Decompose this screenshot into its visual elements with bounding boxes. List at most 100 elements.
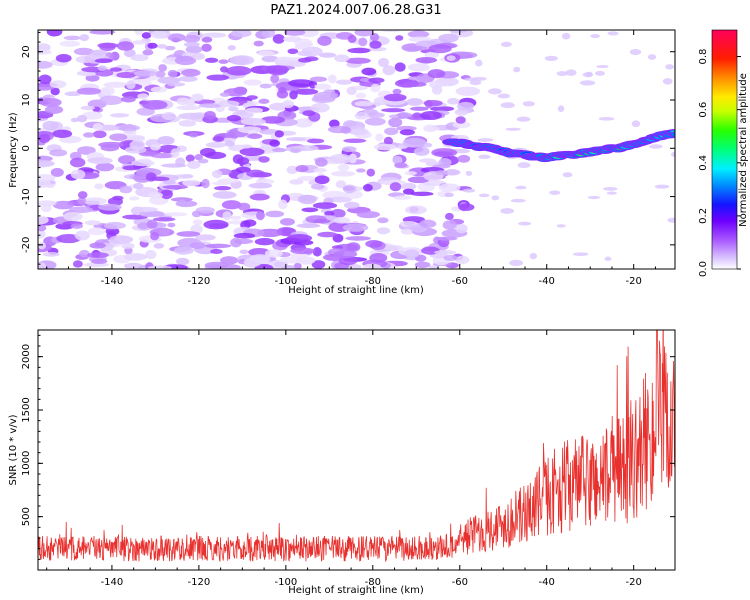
spectrogram-noise-cell [174, 55, 197, 66]
spectrogram-noise-cell [517, 221, 532, 226]
spectrogram-noise-cell [407, 63, 430, 72]
spectrogram-noise-cell [122, 214, 148, 220]
spectrogram-noise-cell [587, 195, 601, 200]
spectrogram-noise-cell [329, 92, 339, 99]
spectrogram-noise-cell [95, 162, 115, 172]
spectrogram-noise-cell [383, 93, 407, 102]
spectrogram-noise-cell [167, 222, 176, 228]
spectrogram-noise-cell [195, 234, 216, 241]
x-tick-label: -80 [365, 276, 381, 287]
spectrogram-noise-cell [290, 247, 316, 255]
spectrogram-noise-cell [265, 210, 285, 218]
spectrogram-noise-cell [458, 203, 475, 211]
spectrogram-noise-cell [333, 217, 351, 224]
spectrogram-noise-cell [317, 231, 338, 238]
spectrogram-noise-cell [429, 106, 455, 112]
spectrogram-noise-cell [98, 203, 122, 211]
spectrogram-noise-cell [176, 145, 187, 153]
spectrogram-noise-cell [522, 101, 535, 107]
spectrogram-noise-cell [443, 254, 458, 262]
spectrogram-noise-cell [464, 77, 477, 82]
spectrogram-noise-cell [70, 117, 79, 123]
spectrogram-noise-cell [157, 76, 181, 84]
spectrogram-noise-cell [222, 211, 232, 221]
spectrogram-noise-cell [147, 192, 164, 199]
spectrogram-noise-cell [378, 57, 389, 68]
spectrogram-noise-cell [314, 83, 332, 90]
spectrogram-noise-cell [447, 97, 460, 105]
spectrogram-noise-cell [303, 56, 319, 62]
spectrogram-noise-cell [343, 138, 367, 144]
x-tick-label: -100 [274, 577, 297, 588]
spectrogram-noise-cell [134, 30, 144, 36]
spectrogram-noise-cell [243, 219, 257, 227]
x-tick-label: -80 [365, 577, 381, 588]
spectrogram-noise-cell [119, 185, 133, 194]
spectrogram-noise-cell [444, 192, 454, 198]
spectrogram-noise-cell [347, 47, 371, 54]
spectrogram-noise-cell [384, 127, 399, 136]
spectrogram-noise-cell [358, 37, 368, 47]
spectrogram-noise-cell [130, 54, 149, 62]
spectrogram-noise-cell [212, 136, 225, 142]
spectrogram-noise-cell [180, 174, 194, 179]
spectrogram-noise-cell [264, 249, 283, 258]
spectrogram-noise-cell [38, 229, 46, 239]
spectrogram-noise-cell [189, 241, 206, 250]
spectrogram-noise-cell [87, 227, 106, 236]
spectrogram-noise-cell [201, 43, 212, 52]
spectrogram-noise-cell [38, 133, 51, 144]
spectrogram-noise-cell [132, 206, 158, 213]
spectrogram-noise-cell [52, 129, 73, 138]
spectrogram-noise-cell [407, 76, 426, 81]
spectrogram-noise-cell [449, 30, 468, 34]
spectrogram-noise-cell [64, 91, 82, 97]
spectrogram-noise-cell [191, 93, 204, 102]
spectrogram-noise-cell [404, 249, 420, 259]
colorbar-tick-label: 0.8 [698, 49, 709, 65]
spectrogram-noise-cell [185, 45, 203, 54]
colorbar: 0.0 0.2 0.4 0.6 0.8 Normalized spectral ampl… [698, 29, 749, 277]
spectrogram-noise-cell [74, 230, 90, 241]
snr-y-axis: 500 1000 1500 2000 [21, 334, 675, 571]
spectrogram-noise-cell [239, 249, 249, 254]
spectrogram-noise-cell [345, 236, 372, 241]
spectrogram-noise-cell [136, 107, 156, 116]
spectrogram-noise-cell [312, 202, 338, 209]
spectrogram-noise-cell [85, 74, 100, 82]
spectrogram-noise-cell [194, 153, 203, 161]
spectrogram-noise-cell [55, 54, 72, 63]
y-tick-label: -10 [21, 188, 32, 204]
spectrogram-noise-cell [133, 182, 144, 190]
spectrogram-noise-cell [246, 169, 265, 178]
spectrogram-noise-cell [38, 49, 52, 55]
spectrogram-noise-cell [595, 70, 605, 76]
spectrogram-noise-cell [72, 260, 83, 268]
spectrogram-noise-cell [220, 256, 239, 265]
spectrogram-noise-cell [377, 217, 389, 224]
snr-y-axis-label: SNR (10 * v/v) [8, 414, 19, 485]
spectrogram-noise-cell [259, 83, 272, 89]
spectrogram-noise-cell [369, 40, 382, 49]
spectrogram-noise-cell [167, 69, 178, 78]
x-tick-label: -120 [188, 276, 211, 287]
spectrogram-noise-cell [49, 149, 68, 157]
spectrogram-noise-cell [455, 255, 470, 265]
spectrogram-noise-cell [516, 116, 531, 122]
spectrogram-noise-cell [579, 80, 596, 86]
spectrogram-noise-cell [152, 217, 176, 222]
spectrogram-noise-cell [302, 110, 316, 117]
spectrogram-noise-cell [129, 140, 146, 150]
spectrogram-noise-cell [274, 130, 284, 138]
spectrogram-noise-cell [126, 80, 136, 90]
spectrogram-cells [38, 30, 675, 269]
spectrogram-noise-cell [73, 47, 94, 56]
spectrogram-noise-cell [257, 228, 283, 238]
spectrogram-noise-cell [52, 200, 75, 210]
spectrogram-noise-cell [80, 105, 95, 111]
y-tick-label: -20 [21, 237, 32, 253]
spectrogram-noise-cell [163, 179, 176, 185]
spectrogram-noise-cell [301, 207, 319, 213]
spectrogram-noise-cell [297, 175, 318, 182]
spectrogram-noise-cell [178, 75, 198, 82]
